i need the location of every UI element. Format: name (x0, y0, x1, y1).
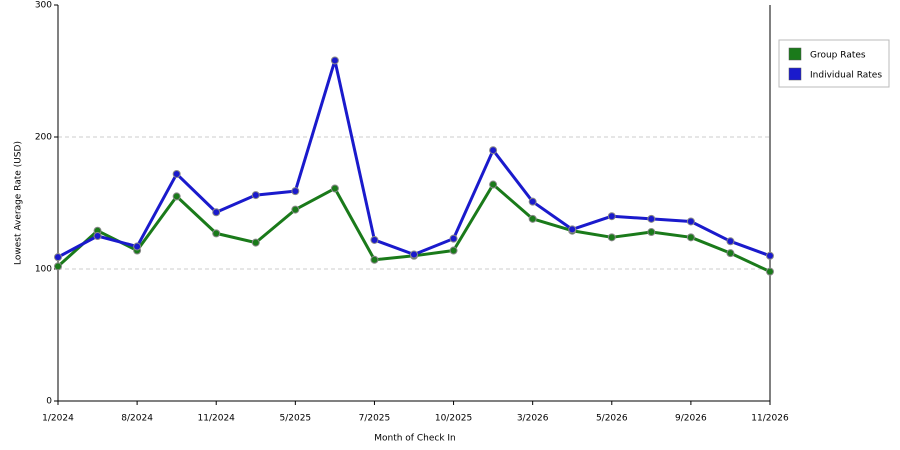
data-point (489, 180, 498, 189)
data-point (607, 212, 616, 221)
data-point (686, 217, 695, 226)
data-point (726, 249, 735, 258)
legend-label: Group Rates (810, 51, 866, 61)
data-point (93, 232, 102, 240)
data-point (766, 267, 774, 276)
y-tick-label: 100 (35, 265, 52, 275)
data-point (370, 235, 379, 244)
data-point (54, 262, 62, 271)
x-tick-label: 8/2024 (121, 414, 153, 424)
y-tick-label: 0 (46, 397, 52, 407)
data-point (607, 233, 616, 242)
y-tick-label: 300 (35, 1, 52, 11)
x-tick-label: 9/2026 (675, 414, 707, 424)
y-tick-label: 200 (35, 133, 52, 143)
legend-label: Individual Rates (810, 71, 882, 81)
data-point (449, 246, 458, 255)
data-point (766, 251, 774, 260)
data-point (172, 169, 181, 178)
data-point (291, 205, 300, 214)
legend-swatch (788, 67, 802, 81)
data-point (370, 255, 379, 264)
data-point (330, 184, 339, 193)
data-point (133, 242, 142, 251)
x-tick-label: 7/2025 (359, 414, 391, 424)
data-point (449, 234, 458, 243)
data-point (251, 238, 260, 247)
data-point (647, 228, 656, 237)
data-point (291, 187, 300, 196)
data-point (212, 208, 221, 217)
data-point (726, 237, 735, 246)
x-tick-label: 1/2024 (42, 414, 74, 424)
data-point (647, 214, 656, 223)
x-tick-label: 11/2024 (198, 414, 236, 424)
data-point (410, 250, 418, 259)
data-point (330, 56, 339, 65)
x-tick-label: 5/2026 (596, 414, 628, 424)
x-axis-label: Month of Check In (374, 434, 456, 444)
data-point (686, 233, 695, 242)
data-point (251, 191, 260, 200)
data-point (528, 214, 537, 223)
legend-swatch (788, 47, 802, 61)
data-point (568, 225, 577, 234)
data-point (172, 192, 181, 201)
data-point (54, 253, 62, 262)
y-axis-label: Lowest Average Rate (USD) (14, 141, 24, 265)
x-tick-label: 10/2025 (435, 414, 472, 424)
data-point (489, 146, 498, 155)
x-tick-label: 3/2026 (517, 414, 549, 424)
series-line (57, 58, 771, 259)
x-tick-label: 5/2025 (279, 414, 311, 424)
x-tick-label: 11/2026 (751, 414, 789, 424)
data-point (528, 197, 537, 206)
data-point (212, 229, 221, 238)
